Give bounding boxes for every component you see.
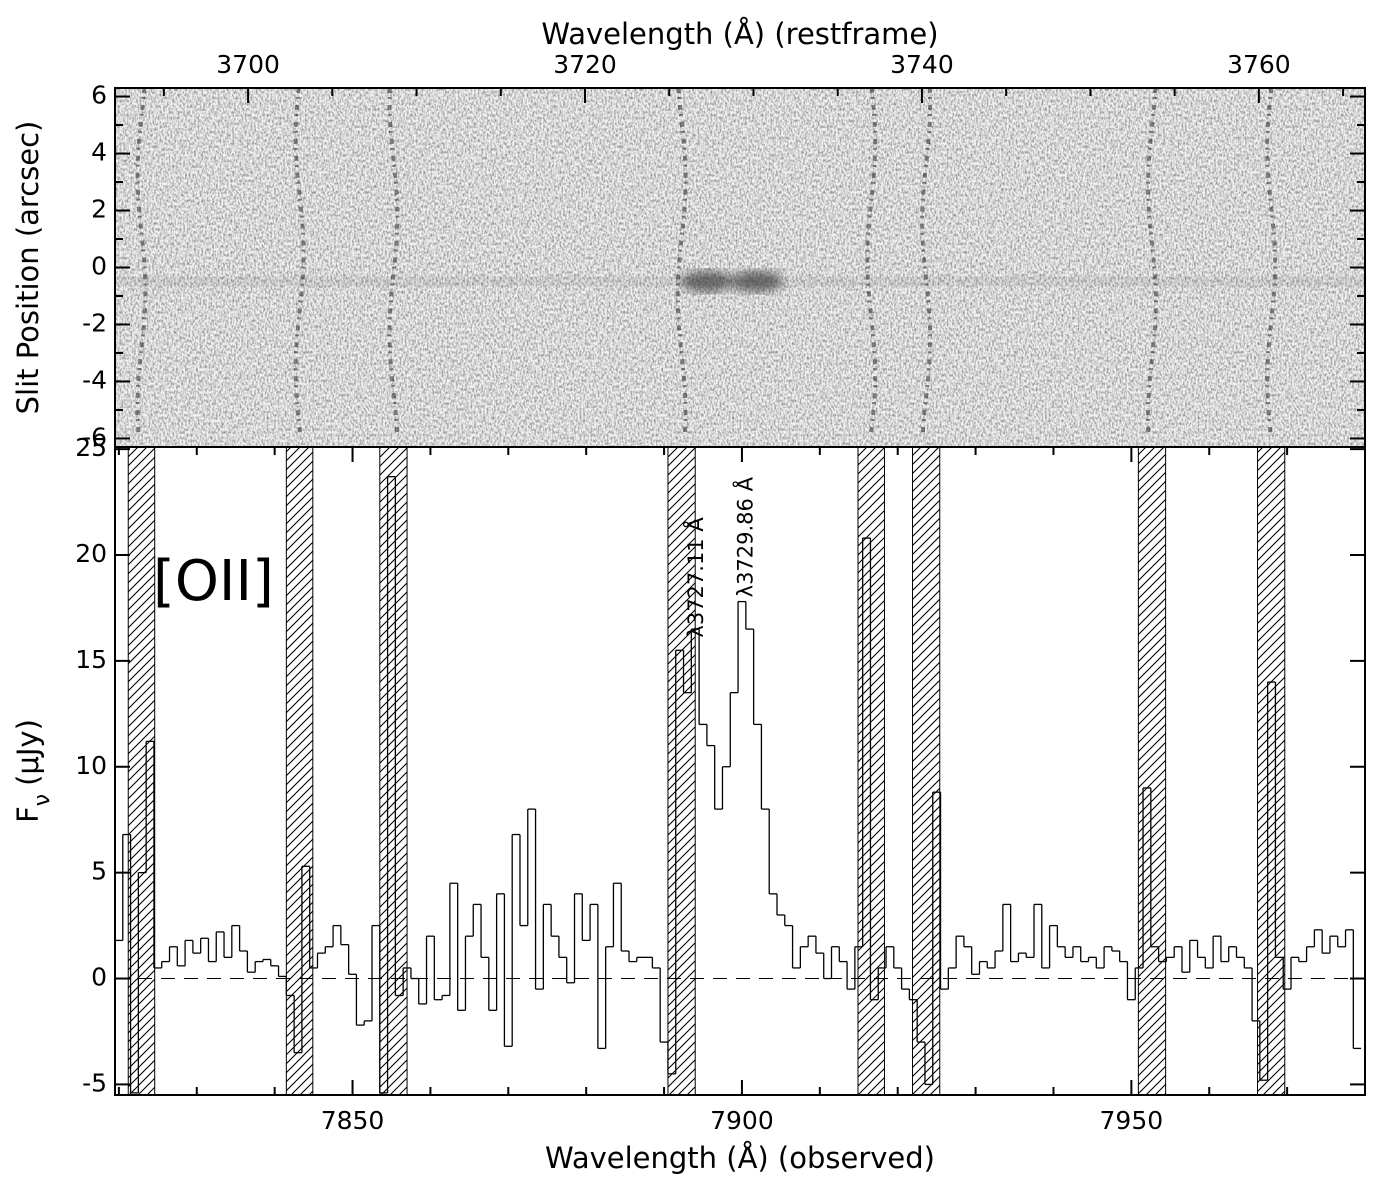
- y-tick-label: 2: [91, 195, 107, 224]
- y-axis-title-part: ν: [30, 794, 55, 806]
- y-tick-label: 0: [91, 963, 107, 992]
- y-tick-label: 0: [91, 252, 107, 281]
- y-tick-label: -4: [82, 365, 107, 394]
- sky-line-residual: [865, 88, 878, 437]
- emission-blob: [730, 270, 783, 293]
- sky-line-residual: [135, 88, 148, 437]
- masked-region: [667, 447, 696, 1095]
- y-tick-label: 4: [91, 138, 107, 167]
- x-axis-title: Wavelength (Å) (observed): [545, 1141, 935, 1175]
- sky-line-residual: [1145, 88, 1158, 437]
- image-noise: [115, 88, 1365, 447]
- y-axis-title: Slit Position (arcsec): [11, 121, 45, 415]
- y-tick-label: -2: [82, 308, 107, 337]
- y-tick-label: -5: [82, 1068, 107, 1097]
- sky-line-residual: [293, 88, 306, 437]
- sky-line-residual: [387, 88, 400, 437]
- y-axis-title: Fν (μJy): [11, 719, 55, 823]
- plot-frame: [114, 446, 1366, 1096]
- sky-line-residual: [920, 88, 933, 437]
- y-tick-label: 25: [75, 433, 107, 462]
- x-tick-label: 7950: [1100, 1106, 1164, 1135]
- spectrum-plot: [115, 447, 1365, 1095]
- y-tick-label: 15: [75, 645, 107, 674]
- emission-blob: [680, 270, 733, 293]
- sky-line-residual: [1265, 88, 1278, 437]
- x-tick-label: 7900: [710, 1106, 774, 1135]
- axes: -6 -4 -2 0 2 4 6 3700 3720 3740 3760 Wavelength (Å)…: [11, 17, 1366, 1175]
- annotation: [OII]: [153, 549, 274, 614]
- y-tick-label: 10: [75, 751, 107, 780]
- masked-region: [127, 447, 156, 1095]
- y-tick-label: 6: [91, 81, 107, 110]
- masked-region: [912, 447, 941, 1095]
- y-axis-title-part: (μJy): [11, 719, 45, 786]
- masked-region: [285, 447, 314, 1095]
- x-tick-label: 3700: [216, 50, 280, 79]
- line-label: λ3727.11 Å: [682, 517, 708, 638]
- masked-region: [379, 447, 408, 1095]
- x-tick-label: 7850: [321, 1106, 385, 1135]
- x-tick-label: 3740: [890, 50, 954, 79]
- x-tick-label: 3760: [1227, 50, 1291, 79]
- y-tick-label: -6: [82, 422, 107, 451]
- y-tick-label: 20: [75, 539, 107, 568]
- masked-region: [1137, 447, 1167, 1095]
- x-axis-title: Wavelength (Å) (restframe): [541, 17, 938, 51]
- spectrum-image: [115, 88, 1365, 447]
- sky-line-residual: [675, 88, 688, 437]
- x-tick-label: 3720: [553, 50, 617, 79]
- masked-region: [857, 447, 885, 1095]
- masked-region: [1257, 447, 1286, 1095]
- line-label: λ3729.86 Å: [732, 476, 758, 597]
- y-axis-title-part: F: [11, 806, 45, 823]
- y-tick-label: 5: [91, 857, 107, 886]
